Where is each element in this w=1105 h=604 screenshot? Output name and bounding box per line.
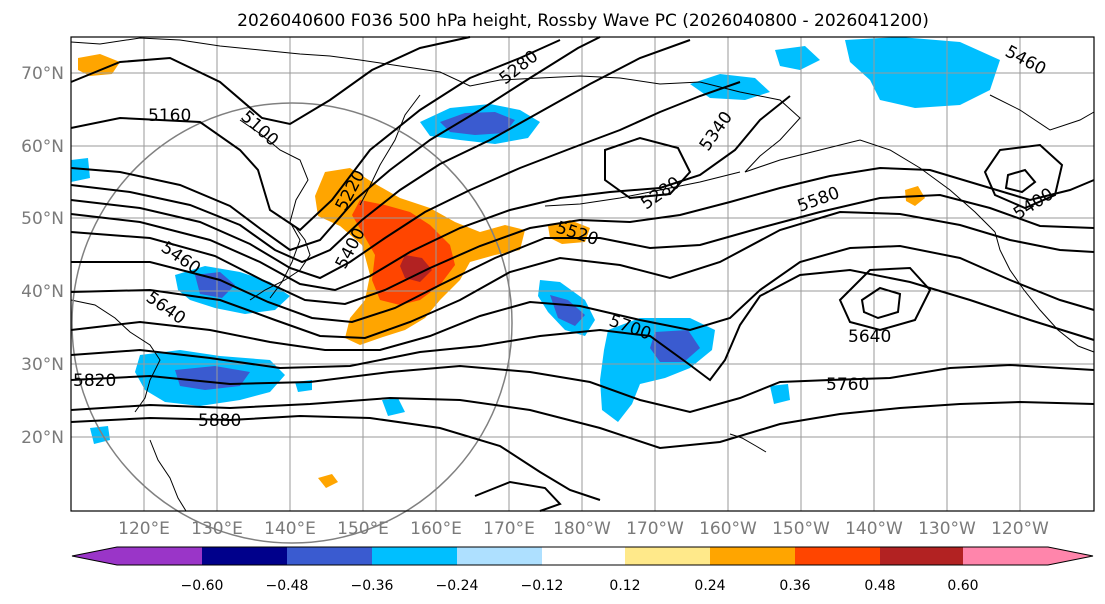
lon-label: 150°W <box>772 519 830 539</box>
lon-label: 160°E <box>410 519 462 539</box>
lat-label: 30°N <box>21 355 64 375</box>
longitude-labels: 120°E 130°E 140°E 150°E 160°E 170°E 180°… <box>118 519 1049 539</box>
contour-5100 <box>70 36 471 126</box>
colorbar-tick: −0.48 <box>266 578 309 594</box>
coast-na-interior <box>989 94 1095 131</box>
contour-5340 <box>70 81 741 280</box>
contour-5760 <box>70 363 1095 414</box>
colorbar-tick: 0.12 <box>609 578 640 594</box>
colorbar-seg <box>287 547 372 565</box>
negative-anomaly-central-core <box>550 295 585 326</box>
lon-label: 140°E <box>264 519 316 539</box>
contour-5460 <box>70 166 1095 306</box>
contour-label: 5820 <box>73 371 116 391</box>
lat-label: 60°N <box>21 137 64 157</box>
contour-low-center-east <box>983 143 1064 210</box>
coast-japan <box>249 227 311 301</box>
lon-label: 150°E <box>337 519 389 539</box>
contour-5820 <box>70 396 1095 450</box>
range-circle <box>71 102 513 544</box>
contour-5640 <box>70 244 1095 351</box>
lon-label: 180°W <box>553 519 611 539</box>
colorbar-seg <box>795 547 880 565</box>
coast-okhotsk <box>239 119 309 299</box>
coast-china <box>70 299 161 413</box>
coast-alaska <box>699 81 996 233</box>
positive-anomaly-small2 <box>318 474 338 488</box>
lon-label: 120°E <box>118 519 170 539</box>
map-title: 2026040600 F036 500 hPa height, Rossby W… <box>237 11 929 31</box>
contour-5220 <box>70 36 601 252</box>
colorbar-seg <box>710 547 795 565</box>
contour-label: 5760 <box>826 375 869 395</box>
colorbar-seg <box>542 547 625 565</box>
lat-label: 40°N <box>21 282 64 302</box>
lat-label: 50°N <box>21 209 64 229</box>
positive-anomaly-max <box>400 255 432 282</box>
contour-low-inner-5640 <box>860 286 902 320</box>
contour-high-alaska <box>604 136 692 200</box>
contour-5400 <box>70 95 791 292</box>
colorbar-tick: 0.36 <box>779 578 810 594</box>
colorbar: −0.60 −0.48 −0.36 −0.24 −0.12 0.12 0.24 … <box>71 546 1094 594</box>
contour-label: 5880 <box>198 411 241 431</box>
lon-label: 130°W <box>918 519 976 539</box>
negative-anomaly-kamchatka-core <box>440 112 515 135</box>
contour-low-inner-east <box>1004 168 1037 194</box>
lon-label: 130°E <box>191 519 243 539</box>
positive-anomaly-nw <box>78 54 120 76</box>
contour-5520 <box>71 193 1095 324</box>
contour-low-pacific <box>474 480 562 512</box>
lon-label: 140°W <box>845 519 903 539</box>
coast-kamchatka <box>359 94 421 206</box>
map-frame <box>70 36 1095 512</box>
negative-anomaly-west-edge <box>71 158 90 182</box>
colorbar-tick: −0.60 <box>181 578 224 594</box>
lat-label: 20°N <box>21 428 64 448</box>
height-contours <box>70 36 1095 512</box>
contour-5580 <box>70 210 1095 340</box>
colorbar-tick: 0.48 <box>864 578 895 594</box>
colorbar-tick: −0.12 <box>521 578 564 594</box>
colorbar-tick: −0.24 <box>436 578 479 594</box>
contour-5160 <box>70 39 561 232</box>
colorbar-seg <box>372 547 457 565</box>
latitude-labels: 70°N 60°N 50°N 40°N 30°N 20°N <box>21 64 64 448</box>
negative-anomaly-dot3 <box>770 384 790 404</box>
contour-5700 <box>70 268 1095 382</box>
colorbar-seg <box>963 547 1093 565</box>
colorbar-seg <box>880 547 963 565</box>
colorbar-seg <box>72 547 202 565</box>
colorbar-tick: 0.60 <box>947 578 978 594</box>
coastlines <box>70 37 1095 512</box>
coast-aleutians <box>544 171 741 207</box>
colorbar-outline <box>71 546 1094 566</box>
lat-label: 70°N <box>21 64 64 84</box>
colorbar-tick: 0.24 <box>694 578 725 594</box>
lon-label: 170°E <box>483 519 535 539</box>
contour-label: 5640 <box>848 327 891 347</box>
lon-label: 120°W <box>991 519 1049 539</box>
positive-anomaly-core <box>352 200 455 305</box>
coast-na-west <box>994 231 1095 353</box>
coast-philippines <box>149 439 187 512</box>
negative-anomaly-subtropic-core <box>650 330 700 362</box>
colorbar-seg <box>457 547 542 565</box>
contour-label: 5160 <box>148 106 191 126</box>
lon-label: 160°W <box>699 519 757 539</box>
coast-asia-north <box>70 37 701 87</box>
lon-label: 170°W <box>626 519 684 539</box>
contour-5880 <box>70 414 601 501</box>
negative-anomaly-alaska-nw <box>775 46 820 70</box>
contour-low-center-5640 <box>838 266 932 332</box>
negative-anomaly-dot2 <box>382 398 405 416</box>
coast-hawaii <box>729 433 767 453</box>
contour-5280 <box>70 39 691 264</box>
colorbar-tick: −0.36 <box>351 578 394 594</box>
colorbar-seg <box>625 547 710 565</box>
colorbar-seg <box>202 547 287 565</box>
